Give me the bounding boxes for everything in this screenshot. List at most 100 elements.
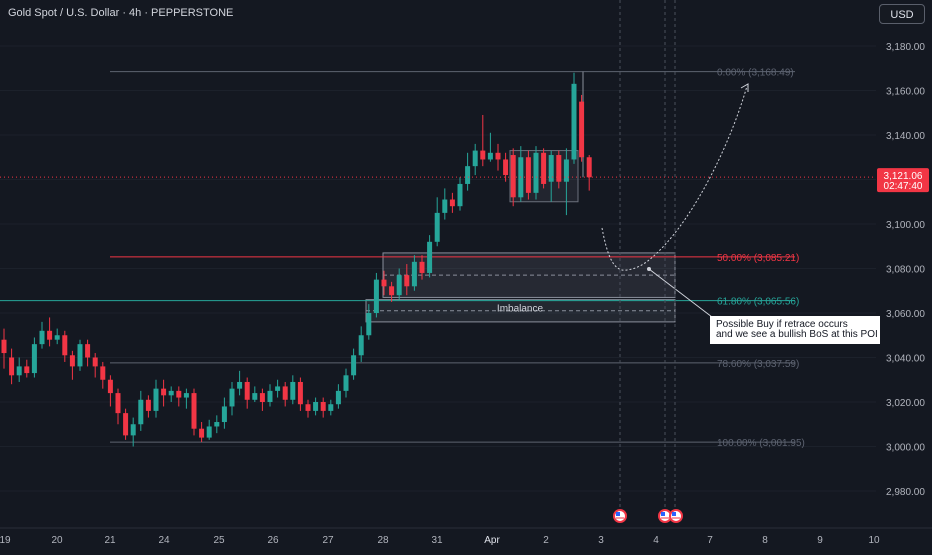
candle bbox=[442, 188, 448, 220]
note-pointer-line bbox=[648, 268, 713, 318]
candle-body bbox=[427, 241, 433, 273]
candle-body bbox=[244, 381, 250, 400]
candle-body bbox=[411, 261, 417, 287]
candle bbox=[100, 361, 106, 389]
candle-body bbox=[381, 279, 387, 287]
candle bbox=[358, 326, 364, 362]
candle bbox=[92, 353, 98, 378]
candle bbox=[548, 150, 554, 202]
candle-body bbox=[62, 335, 68, 356]
candle-body bbox=[404, 275, 410, 287]
candle-body bbox=[290, 381, 296, 400]
candle-body bbox=[229, 388, 235, 407]
candle-body bbox=[16, 366, 22, 376]
candle-body bbox=[510, 155, 516, 198]
drawings bbox=[601, 0, 749, 523]
x-tick-label: 26 bbox=[267, 535, 279, 546]
y-tick-label: 3,140.00 bbox=[886, 131, 925, 142]
candle bbox=[533, 146, 539, 200]
x-tick-label: 31 bbox=[431, 535, 443, 546]
candle-body bbox=[351, 355, 357, 376]
candle bbox=[54, 328, 60, 345]
candle bbox=[123, 408, 129, 440]
retrace-projection-path bbox=[601, 85, 748, 271]
candle-body bbox=[457, 183, 463, 207]
note-anchor-dot bbox=[647, 267, 651, 271]
candle-body bbox=[1, 339, 7, 354]
candle-body bbox=[487, 152, 493, 160]
candle bbox=[381, 270, 387, 296]
candle bbox=[465, 152, 471, 191]
annotation-line-2: and we see a bullish BoS at this POI bbox=[716, 329, 878, 340]
candle bbox=[282, 381, 288, 407]
candle-body bbox=[259, 393, 265, 402]
candle-body bbox=[115, 393, 121, 414]
candle-body bbox=[199, 428, 205, 438]
candle bbox=[404, 264, 410, 296]
candle bbox=[214, 415, 220, 434]
x-tick-label: 27 bbox=[322, 535, 334, 546]
candle-body bbox=[267, 390, 273, 402]
us-flag-icon[interactable] bbox=[669, 509, 683, 523]
candle bbox=[24, 359, 30, 378]
x-tick-label: Apr bbox=[484, 535, 500, 546]
candle-body bbox=[548, 155, 554, 182]
candle-body bbox=[214, 422, 220, 427]
candle-body bbox=[449, 199, 455, 207]
candle-body bbox=[503, 159, 509, 176]
candle bbox=[267, 384, 273, 407]
candle bbox=[373, 272, 379, 318]
x-tick-label: 4 bbox=[653, 535, 659, 546]
fib-label: 78.60% (3,037.59) bbox=[717, 359, 799, 370]
candle bbox=[579, 94, 585, 162]
candle-body bbox=[396, 275, 402, 296]
y-tick-label: 3,080.00 bbox=[886, 265, 925, 276]
candle bbox=[183, 388, 189, 409]
x-tick-label: 19 bbox=[0, 535, 11, 546]
candle-body bbox=[556, 155, 562, 182]
candle bbox=[541, 148, 547, 189]
candle-body bbox=[275, 386, 281, 391]
y-tick-label: 2,980.00 bbox=[886, 487, 925, 498]
candle-body bbox=[100, 366, 106, 380]
fib-retracement[interactable]: 0.00% (3,168.49) 50.00% (3,085.21) 61.80% … bbox=[0, 68, 805, 450]
x-tick-label: 20 bbox=[51, 535, 63, 546]
candle bbox=[389, 281, 395, 302]
candle-body bbox=[373, 279, 379, 313]
candle bbox=[206, 419, 212, 440]
annotation-note[interactable]: Possible Buy if retrace occurs and we se… bbox=[710, 316, 880, 344]
y-tick-label: 3,020.00 bbox=[886, 398, 925, 409]
imbalance-label: Imbalance bbox=[497, 304, 544, 315]
candle-body bbox=[191, 393, 197, 429]
x-tick-label: 9 bbox=[817, 535, 823, 546]
candle-body bbox=[389, 286, 395, 296]
candle bbox=[434, 197, 440, 247]
symbol-title: Gold Spot / U.S. Dollar · 4h · PEPPERSTO… bbox=[8, 7, 234, 19]
candle-body bbox=[465, 166, 471, 184]
candle bbox=[259, 388, 265, 411]
candle bbox=[77, 339, 83, 371]
candle bbox=[335, 384, 341, 409]
candle bbox=[366, 304, 372, 340]
candle-body bbox=[39, 330, 45, 345]
price-tag-value: 3,121.06 bbox=[884, 171, 923, 182]
us-flag-icon[interactable] bbox=[658, 509, 672, 523]
currency-button[interactable]: USD bbox=[879, 4, 925, 24]
candle bbox=[115, 388, 121, 425]
candle bbox=[320, 397, 326, 418]
x-tick-label: 28 bbox=[377, 535, 389, 546]
candle-body bbox=[563, 159, 569, 182]
x-tick-label: 10 bbox=[868, 535, 880, 546]
candle bbox=[145, 395, 151, 418]
fib-label: 0.00% (3,168.49) bbox=[717, 68, 794, 79]
candle bbox=[191, 388, 197, 436]
y-tick-label: 3,060.00 bbox=[886, 309, 925, 320]
axes[interactable]: 2,980.00 3,000.00 3,020.00 3,040.00 3,060.00… bbox=[0, 42, 932, 546]
candle-body bbox=[92, 357, 98, 367]
candle-body bbox=[541, 152, 547, 184]
us-flag-icon[interactable] bbox=[613, 509, 627, 523]
candle-body bbox=[495, 152, 501, 160]
candle bbox=[556, 150, 562, 189]
